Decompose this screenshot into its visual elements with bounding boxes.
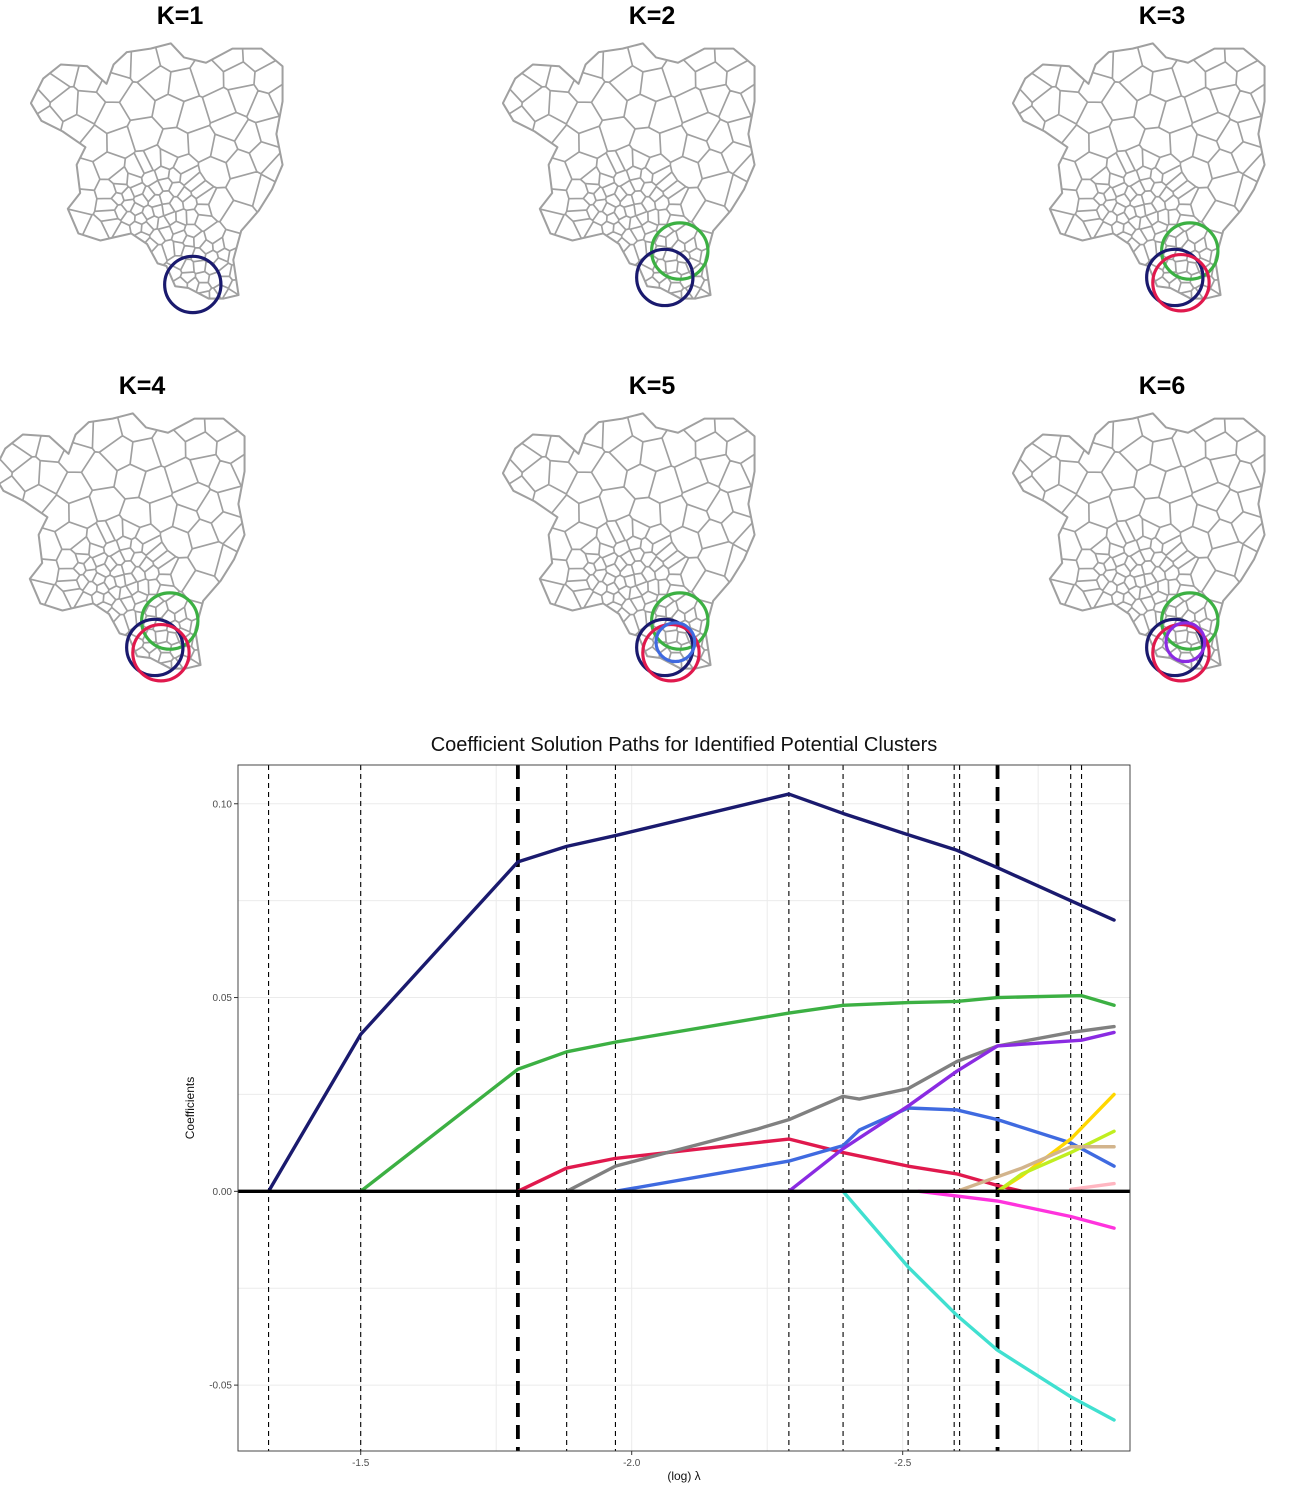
panel-title: K=3 bbox=[1138, 2, 1186, 30]
region-map bbox=[1012, 42, 1266, 313]
coefficient-path bbox=[995, 1129, 1116, 1194]
y-axis-ticks: -0.05 0.00 0.05 0.10 bbox=[209, 799, 238, 1392]
chart-canvas: -1.5 -2.0 -2.5 -0.05 0.00 0.05 0.10 (log) λ C… bbox=[183, 764, 1131, 1483]
chart-title: Coefficient Solution Paths for Identifie… bbox=[430, 734, 938, 756]
y-tick-label: 0.05 bbox=[213, 993, 233, 1004]
coefficient-path bbox=[955, 1145, 1116, 1194]
panel-title: K=4 bbox=[118, 372, 166, 400]
coefficient-path-chart: Coefficient Solution Paths for Identifie… bbox=[150, 728, 1300, 1492]
region-cells bbox=[0, 413, 245, 669]
vertical-markers bbox=[268, 765, 1083, 1451]
series-lines bbox=[266, 792, 1116, 1422]
map-panel: K=2 bbox=[502, 0, 802, 340]
cluster-circle bbox=[163, 254, 223, 315]
x-tick-label: -2.0 bbox=[623, 1458, 641, 1469]
map-panel: K=6 bbox=[1012, 370, 1301, 710]
coefficient-path bbox=[1069, 1181, 1116, 1192]
map-panel: K=5 bbox=[502, 370, 802, 710]
region-outline bbox=[0, 412, 246, 670]
cluster-circle bbox=[125, 617, 185, 678]
region-map bbox=[1012, 412, 1266, 683]
x-axis-ticks: -1.5 -2.0 -2.5 bbox=[352, 1451, 912, 1469]
y-axis-title: Coefficients bbox=[183, 1077, 197, 1139]
region-map bbox=[30, 42, 284, 315]
plot-border bbox=[237, 764, 1131, 1452]
coefficient-path bbox=[359, 993, 1116, 1194]
x-tick-label: -1.5 bbox=[352, 1458, 370, 1469]
map-panel: K=4 bbox=[0, 370, 292, 710]
cluster-circle bbox=[1164, 621, 1207, 664]
region-outline bbox=[502, 412, 756, 670]
cluster-circle bbox=[1151, 252, 1211, 313]
region-map bbox=[502, 412, 756, 683]
region-outline bbox=[30, 42, 284, 300]
region-map bbox=[502, 42, 756, 308]
map-panel: K=3 bbox=[1012, 0, 1301, 340]
coefficient-path bbox=[841, 1189, 1116, 1422]
y-tick-label: -0.05 bbox=[209, 1381, 232, 1392]
panel-title: K=2 bbox=[628, 2, 676, 30]
x-axis-title: (log) λ bbox=[667, 1469, 700, 1483]
coefficient-path bbox=[787, 1030, 1116, 1194]
region-outline bbox=[502, 42, 756, 300]
region-map bbox=[0, 412, 246, 683]
y-tick-label: 0.00 bbox=[213, 1187, 233, 1198]
cluster-circle bbox=[131, 622, 191, 683]
coefficient-path bbox=[917, 1189, 1116, 1230]
grid-lines bbox=[238, 765, 1130, 1451]
y-tick-label: 0.10 bbox=[213, 799, 233, 810]
coefficient-path bbox=[564, 1024, 1116, 1194]
region-outline bbox=[1012, 412, 1266, 670]
panel-title: K=1 bbox=[156, 2, 204, 30]
cluster-circle bbox=[1145, 247, 1205, 308]
x-tick-label: -2.5 bbox=[894, 1458, 912, 1469]
map-panel: K=1 bbox=[30, 0, 330, 340]
coefficient-path bbox=[266, 792, 1116, 1194]
region-cells bbox=[30, 43, 283, 299]
cluster-circle bbox=[635, 247, 695, 308]
region-outline bbox=[1012, 42, 1266, 300]
cluster-circle bbox=[654, 621, 697, 664]
panel-title: K=5 bbox=[628, 372, 676, 400]
panel-title: K=6 bbox=[1138, 372, 1186, 400]
